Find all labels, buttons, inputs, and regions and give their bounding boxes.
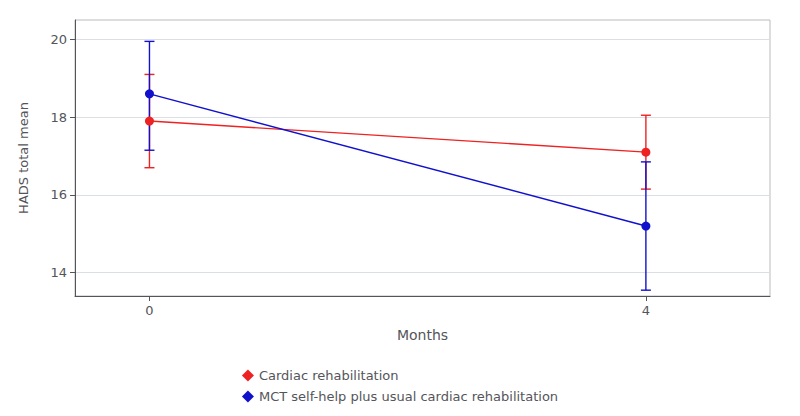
- svg-text:MCT self-help plus usual cardi: MCT self-help plus usual cardiac rehabil…: [259, 389, 558, 404]
- svg-text:4: 4: [642, 303, 650, 318]
- svg-text:16: 16: [50, 187, 67, 202]
- svg-text:Months: Months: [397, 327, 448, 343]
- svg-text:0: 0: [145, 303, 153, 318]
- svg-text:18: 18: [50, 110, 67, 125]
- svg-text:HADS total mean: HADS total mean: [16, 102, 31, 214]
- svg-text:14: 14: [50, 265, 67, 280]
- svg-text:20: 20: [50, 32, 67, 47]
- svg-text:Cardiac rehabilitation: Cardiac rehabilitation: [259, 368, 399, 383]
